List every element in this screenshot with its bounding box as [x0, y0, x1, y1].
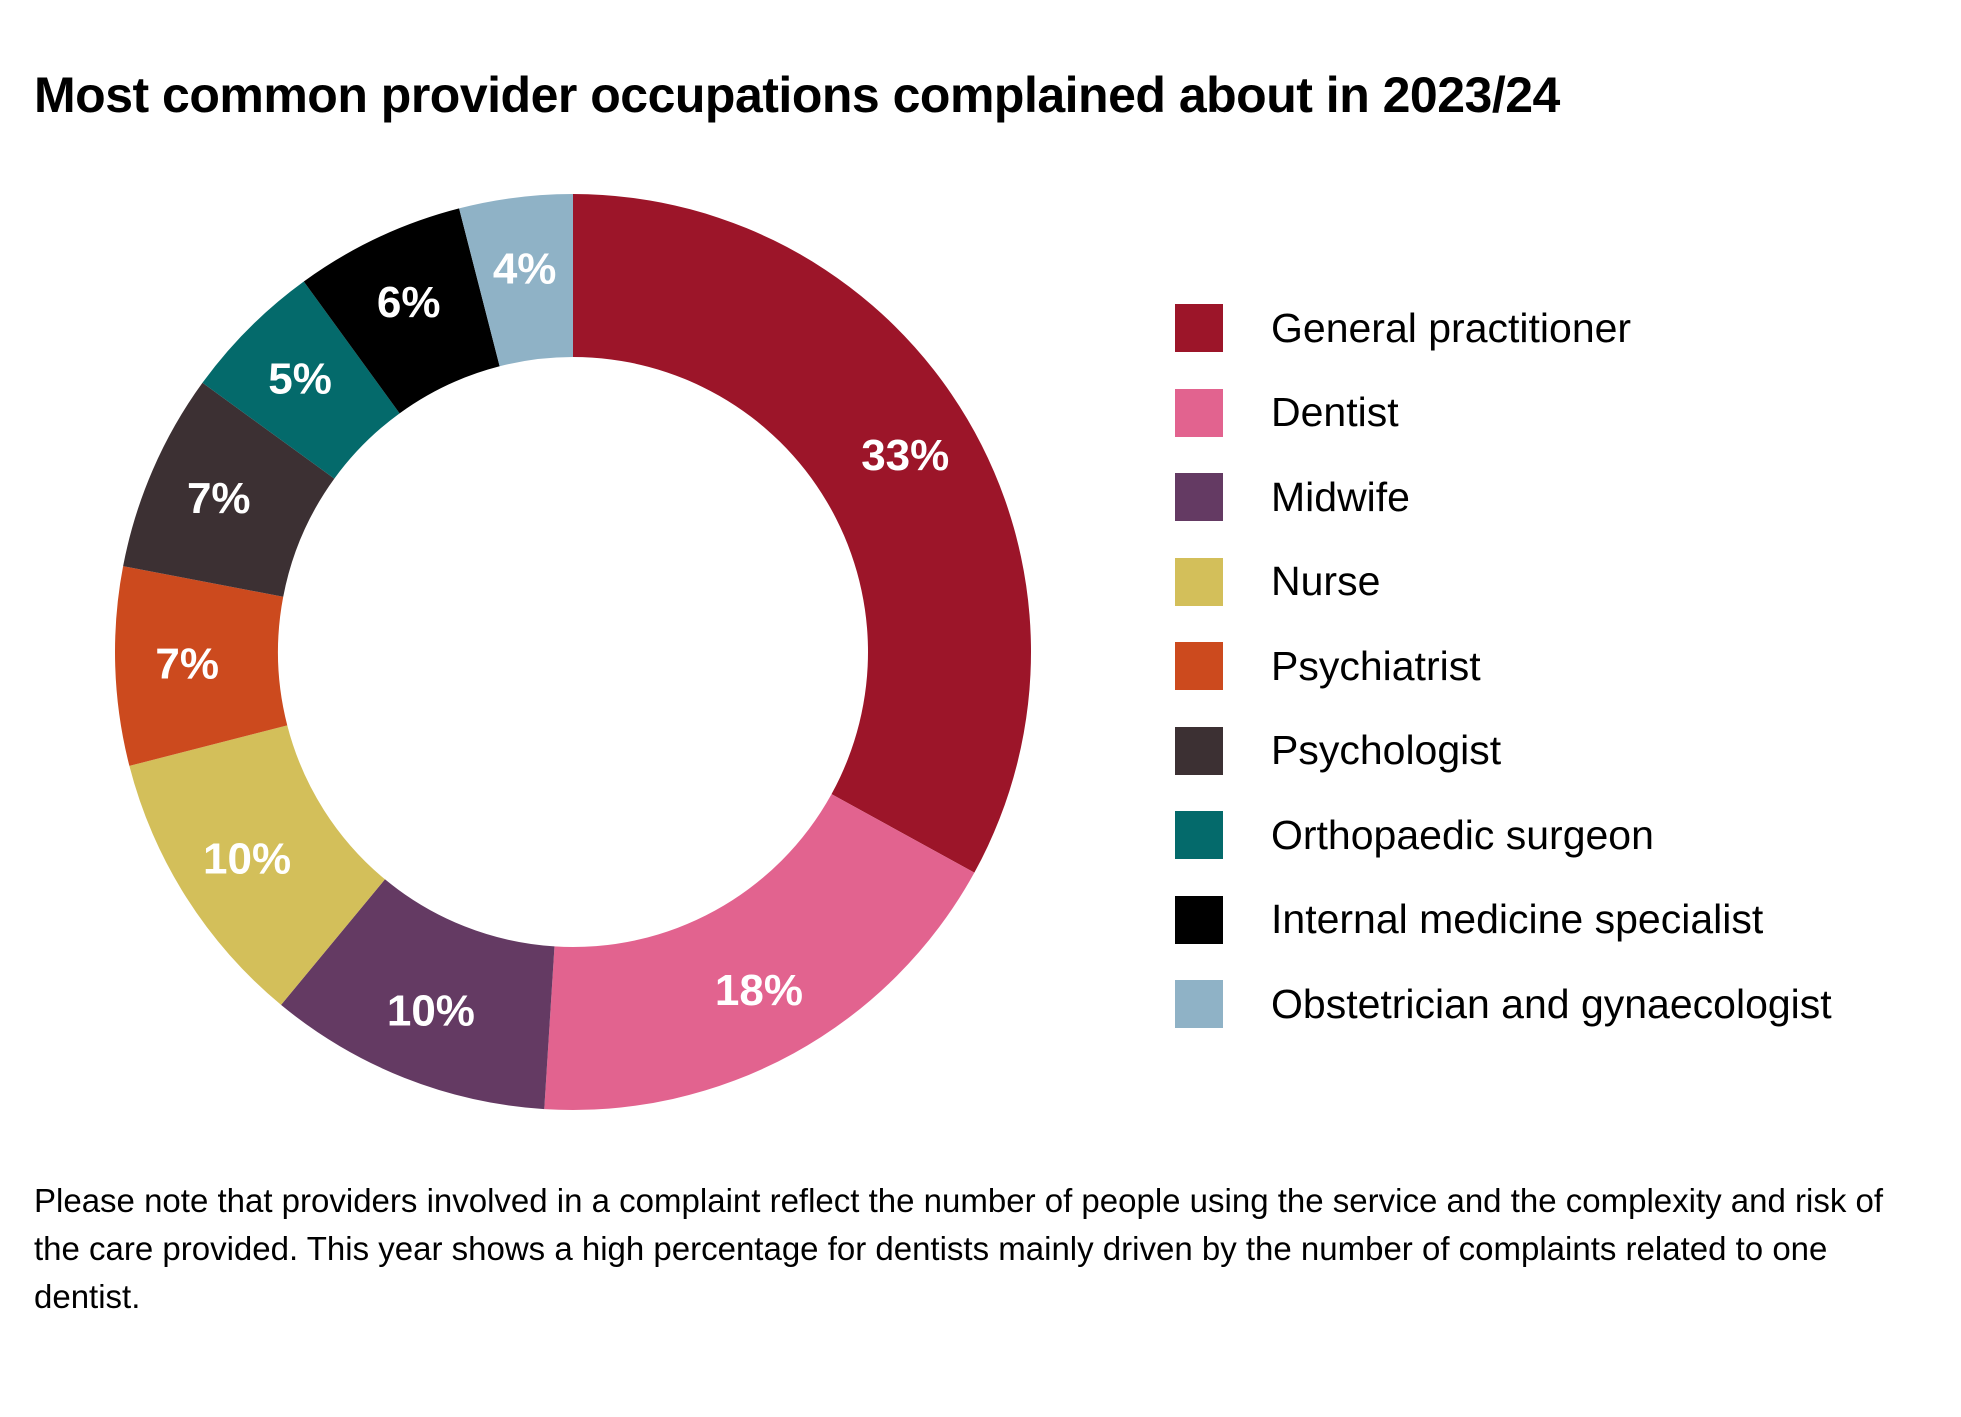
legend-swatch: [1175, 557, 1223, 606]
legend-label: Psychologist: [1271, 727, 1502, 774]
legend-label: Obstetrician and gynaecologist: [1271, 980, 1832, 1027]
slice-nurse: [129, 725, 385, 1005]
slice-obstetrician-and-gynaecologist: [459, 194, 573, 367]
legend-swatch: [1175, 980, 1223, 1029]
legend-item-dentist: Dentist: [1175, 371, 1832, 456]
slice-psychiatrist: [115, 566, 288, 766]
legend-item-orthopaedic-surgeon: Orthopaedic surgeon: [1175, 793, 1832, 878]
slice-label-orthopaedic-surgeon: 5%: [268, 355, 332, 404]
slice-label-midwife: 10%: [387, 986, 475, 1035]
legend-label: Midwife: [1271, 473, 1410, 520]
legend-swatch: [1175, 304, 1223, 353]
legend-label: Psychiatrist: [1271, 642, 1481, 689]
legend-item-general-practitioner: General practitioner: [1175, 286, 1832, 371]
slice-dentist: [544, 794, 975, 1110]
legend-item-nurse: Nurse: [1175, 540, 1832, 625]
legend-swatch: [1175, 726, 1223, 775]
legend-swatch: [1175, 811, 1223, 860]
legend-item-obstetrician-and-gynaecologist: Obstetrician and gynaecologist: [1175, 962, 1832, 1047]
legend-swatch: [1175, 388, 1223, 437]
legend-swatch: [1175, 473, 1223, 522]
legend-swatch: [1175, 642, 1223, 691]
slice-general-practitioner: [573, 194, 1032, 873]
slice-label-nurse: 10%: [203, 834, 291, 883]
slice-label-psychologist: 7%: [187, 474, 251, 523]
legend-item-psychiatrist: Psychiatrist: [1175, 624, 1832, 709]
legend-label: Nurse: [1271, 558, 1381, 605]
legend-item-midwife: Midwife: [1175, 455, 1832, 540]
slice-midwife: [281, 879, 555, 1110]
slice-internal-medicine-specialist: [303, 208, 500, 414]
legend-label: Orthopaedic surgeon: [1271, 811, 1654, 858]
chart-title: Most common provider occupations complai…: [34, 67, 1560, 123]
slice-psychologist: [123, 382, 335, 597]
legend-swatch: [1175, 895, 1223, 944]
chart-legend: General practitioner Dentist Midwife Nurse P…: [1175, 286, 1832, 1047]
slice-label-general-practitioner: 33%: [861, 431, 949, 480]
legend-item-internal-medicine-specialist: Internal medicine specialist: [1175, 878, 1832, 963]
legend-item-psychologist: Psychologist: [1175, 709, 1832, 794]
footnote: Please note that providers involved in a…: [34, 1182, 1884, 1315]
slice-label-internal-medicine-specialist: 6%: [377, 278, 441, 327]
legend-label: Internal medicine specialist: [1271, 896, 1764, 943]
legend-label: Dentist: [1271, 389, 1399, 436]
slice-orthopaedic-surgeon: [202, 281, 400, 479]
slice-label-dentist: 18%: [715, 966, 803, 1015]
slice-label-obstetrician-and-gynaecologist: 4%: [493, 245, 557, 294]
legend-label: General practitioner: [1271, 304, 1632, 351]
slice-label-psychiatrist: 7%: [155, 640, 219, 689]
